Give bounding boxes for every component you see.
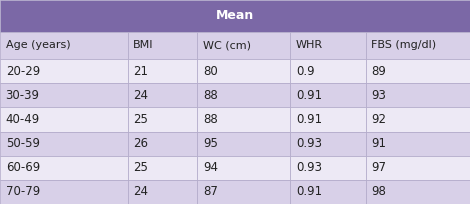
Bar (0, 180, 128, 204)
Bar (197, 156, 290, 180)
Bar (0, 108, 128, 132)
Bar (0, 132, 128, 156)
Bar (290, 156, 366, 180)
Bar (290, 83, 366, 108)
Bar (366, 156, 470, 180)
Bar (366, 180, 470, 204)
Text: 25: 25 (133, 161, 148, 174)
Bar (128, 83, 197, 108)
Text: WC (cm): WC (cm) (203, 40, 251, 50)
Text: BMI: BMI (133, 40, 154, 50)
Bar (290, 59, 366, 83)
Bar (366, 83, 470, 108)
Bar (0, 156, 128, 180)
Text: WHR: WHR (296, 40, 323, 50)
Bar (128, 132, 197, 156)
Bar (197, 59, 290, 83)
Text: 0.91: 0.91 (296, 185, 322, 198)
Text: 0.93: 0.93 (296, 161, 322, 174)
Bar (0, 32, 128, 59)
Text: 30-39: 30-39 (6, 89, 39, 102)
Text: 40-49: 40-49 (6, 113, 40, 126)
Bar (128, 156, 197, 180)
Bar (0, 83, 128, 108)
Text: 95: 95 (203, 137, 218, 150)
Bar (128, 32, 197, 59)
Text: 0.9: 0.9 (296, 65, 314, 78)
Text: FBS (mg/dl): FBS (mg/dl) (371, 40, 436, 50)
Bar (366, 32, 470, 59)
Text: 24: 24 (133, 185, 149, 198)
Bar (0, 0, 470, 32)
Text: 0.91: 0.91 (296, 113, 322, 126)
Text: 25: 25 (133, 113, 148, 126)
Bar (128, 59, 197, 83)
Text: 97: 97 (371, 161, 386, 174)
Text: 88: 88 (203, 89, 218, 102)
Text: 80: 80 (203, 65, 218, 78)
Text: 21: 21 (133, 65, 149, 78)
Text: 89: 89 (371, 65, 386, 78)
Bar (290, 32, 366, 59)
Text: 50-59: 50-59 (6, 137, 39, 150)
Text: Age (years): Age (years) (6, 40, 70, 50)
Bar (197, 32, 290, 59)
Text: 94: 94 (203, 161, 218, 174)
Bar (290, 180, 366, 204)
Text: 98: 98 (371, 185, 386, 198)
Text: 92: 92 (371, 113, 386, 126)
Bar (290, 132, 366, 156)
Bar (128, 180, 197, 204)
Text: 93: 93 (371, 89, 386, 102)
Text: 91: 91 (371, 137, 386, 150)
Bar (197, 180, 290, 204)
Bar (197, 108, 290, 132)
Bar (128, 108, 197, 132)
Bar (366, 108, 470, 132)
Text: Mean: Mean (216, 9, 254, 22)
Bar (366, 59, 470, 83)
Text: 88: 88 (203, 113, 218, 126)
Text: 20-29: 20-29 (6, 65, 40, 78)
Text: 26: 26 (133, 137, 149, 150)
Text: 0.91: 0.91 (296, 89, 322, 102)
Bar (290, 108, 366, 132)
Text: 70-79: 70-79 (6, 185, 40, 198)
Bar (0, 59, 128, 83)
Text: 87: 87 (203, 185, 218, 198)
Text: 0.93: 0.93 (296, 137, 322, 150)
Text: 60-69: 60-69 (6, 161, 40, 174)
Bar (197, 132, 290, 156)
Bar (366, 132, 470, 156)
Text: 24: 24 (133, 89, 149, 102)
Bar (197, 83, 290, 108)
